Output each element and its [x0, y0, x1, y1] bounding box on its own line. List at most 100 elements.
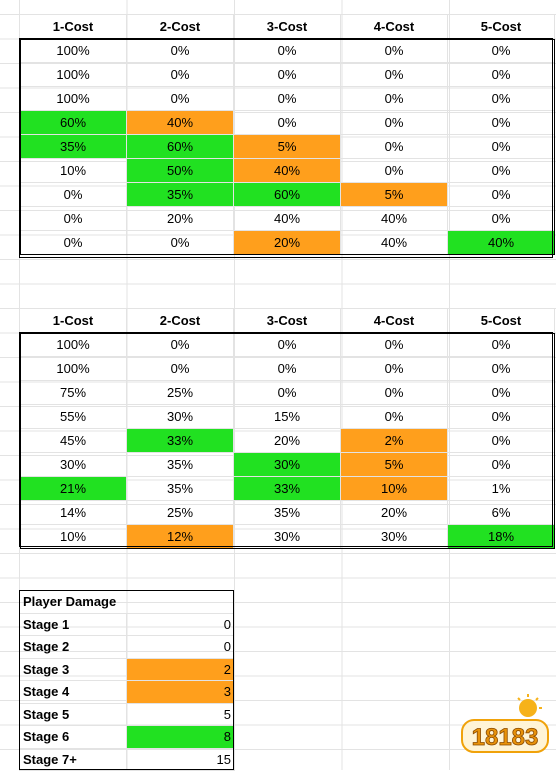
header-1-cost[interactable]: 1-Cost — [19, 308, 127, 333]
cell-4-cost[interactable]: 5% — [340, 452, 448, 477]
cell-4-cost[interactable]: 0% — [340, 380, 448, 405]
cell-5-cost[interactable]: 0% — [447, 38, 555, 63]
stage-damage-value[interactable]: 8 — [126, 725, 235, 749]
cell-4-cost[interactable]: 20% — [340, 500, 448, 525]
stage-label[interactable]: Stage 3 — [19, 657, 127, 681]
cell-2-cost[interactable]: 35% — [126, 476, 234, 501]
header-2-cost[interactable]: 2-Cost — [126, 14, 234, 39]
cell-4-cost[interactable]: 0% — [340, 158, 448, 183]
cell-5-cost[interactable]: 6% — [447, 500, 555, 525]
cell-5-cost[interactable]: 0% — [447, 206, 555, 231]
cell-5-cost[interactable]: 0% — [447, 182, 555, 207]
cell-1-cost[interactable]: 100% — [19, 62, 127, 87]
cell-2-cost[interactable]: 20% — [126, 206, 234, 231]
cell-2-cost[interactable]: 60% — [126, 134, 234, 159]
stage-label[interactable]: Stage 2 — [19, 635, 127, 659]
cell-1-cost[interactable]: 100% — [19, 86, 127, 111]
cell-5-cost[interactable]: 0% — [447, 158, 555, 183]
cell-5-cost[interactable]: 0% — [447, 332, 555, 357]
cell-2-cost[interactable]: 35% — [126, 182, 234, 207]
stage-damage-value[interactable]: 3 — [126, 680, 235, 704]
cell-1-cost[interactable]: 10% — [19, 524, 127, 549]
stage-damage-value[interactable]: 15 — [126, 747, 235, 771]
cell-5-cost[interactable]: 0% — [447, 428, 555, 453]
cell-1-cost[interactable]: 30% — [19, 452, 127, 477]
cell-3-cost[interactable]: 0% — [233, 38, 341, 63]
stage-label[interactable]: Stage 5 — [19, 702, 127, 726]
cell-2-cost[interactable]: 0% — [126, 356, 234, 381]
cell-1-cost[interactable]: 100% — [19, 38, 127, 63]
cell-1-cost[interactable]: 10% — [19, 158, 127, 183]
cell-2-cost[interactable]: 0% — [126, 62, 234, 87]
cell-1-cost[interactable]: 0% — [19, 182, 127, 207]
cell-1-cost[interactable]: 21% — [19, 476, 127, 501]
cell-2-cost[interactable]: 25% — [126, 500, 234, 525]
cell-5-cost[interactable]: 0% — [447, 86, 555, 111]
cell-5-cost[interactable]: 18% — [447, 524, 555, 549]
cell-4-cost[interactable]: 0% — [340, 356, 448, 381]
cell-4-cost[interactable]: 0% — [340, 38, 448, 63]
header-2-cost[interactable]: 2-Cost — [126, 308, 234, 333]
cell-3-cost[interactable]: 0% — [233, 86, 341, 111]
cell-2-cost[interactable]: 0% — [126, 86, 234, 111]
player-damage-title[interactable]: Player Damage — [19, 590, 235, 614]
cell-3-cost[interactable]: 33% — [233, 476, 341, 501]
stage-damage-value[interactable]: 0 — [126, 635, 235, 659]
cell-2-cost[interactable]: 25% — [126, 380, 234, 405]
cell-4-cost[interactable]: 0% — [340, 110, 448, 135]
stage-damage-value[interactable]: 5 — [126, 702, 235, 726]
cell-4-cost[interactable]: 0% — [340, 332, 448, 357]
cell-2-cost[interactable]: 0% — [126, 332, 234, 357]
cell-4-cost[interactable]: 40% — [340, 230, 448, 255]
cell-3-cost[interactable]: 30% — [233, 524, 341, 549]
cell-4-cost[interactable]: 5% — [340, 182, 448, 207]
header-3-cost[interactable]: 3-Cost — [233, 308, 341, 333]
cell-1-cost[interactable]: 100% — [19, 332, 127, 357]
cell-4-cost[interactable]: 0% — [340, 134, 448, 159]
header-1-cost[interactable]: 1-Cost — [19, 14, 127, 39]
cell-4-cost[interactable]: 2% — [340, 428, 448, 453]
cell-4-cost[interactable]: 0% — [340, 404, 448, 429]
cell-5-cost[interactable]: 0% — [447, 134, 555, 159]
cell-4-cost[interactable]: 30% — [340, 524, 448, 549]
cell-2-cost[interactable]: 30% — [126, 404, 234, 429]
stage-label[interactable]: Stage 4 — [19, 680, 127, 704]
cell-2-cost[interactable]: 35% — [126, 452, 234, 477]
cell-4-cost[interactable]: 10% — [340, 476, 448, 501]
stage-damage-value[interactable]: 0 — [126, 612, 235, 636]
cell-5-cost[interactable]: 40% — [447, 230, 555, 255]
cell-3-cost[interactable]: 30% — [233, 452, 341, 477]
cell-3-cost[interactable]: 0% — [233, 380, 341, 405]
cell-1-cost[interactable]: 55% — [19, 404, 127, 429]
cell-2-cost[interactable]: 40% — [126, 110, 234, 135]
cell-3-cost[interactable]: 40% — [233, 158, 341, 183]
cell-1-cost[interactable]: 0% — [19, 206, 127, 231]
cell-3-cost[interactable]: 5% — [233, 134, 341, 159]
cell-1-cost[interactable]: 35% — [19, 134, 127, 159]
cell-1-cost[interactable]: 0% — [19, 230, 127, 255]
cell-4-cost[interactable]: 0% — [340, 86, 448, 111]
cell-5-cost[interactable]: 0% — [447, 404, 555, 429]
cell-3-cost[interactable]: 15% — [233, 404, 341, 429]
cell-2-cost[interactable]: 0% — [126, 38, 234, 63]
cell-3-cost[interactable]: 20% — [233, 230, 341, 255]
cell-3-cost[interactable]: 60% — [233, 182, 341, 207]
cell-3-cost[interactable]: 0% — [233, 332, 341, 357]
cell-1-cost[interactable]: 14% — [19, 500, 127, 525]
cell-1-cost[interactable]: 45% — [19, 428, 127, 453]
header-3-cost[interactable]: 3-Cost — [233, 14, 341, 39]
cell-3-cost[interactable]: 0% — [233, 62, 341, 87]
cell-5-cost[interactable]: 0% — [447, 380, 555, 405]
cell-5-cost[interactable]: 0% — [447, 356, 555, 381]
header-4-cost[interactable]: 4-Cost — [340, 308, 448, 333]
stage-damage-value[interactable]: 2 — [126, 657, 235, 681]
cell-5-cost[interactable]: 1% — [447, 476, 555, 501]
cell-4-cost[interactable]: 0% — [340, 62, 448, 87]
cell-2-cost[interactable]: 50% — [126, 158, 234, 183]
cell-2-cost[interactable]: 0% — [126, 230, 234, 255]
header-4-cost[interactable]: 4-Cost — [340, 14, 448, 39]
cell-3-cost[interactable]: 35% — [233, 500, 341, 525]
cell-3-cost[interactable]: 0% — [233, 110, 341, 135]
cell-5-cost[interactable]: 0% — [447, 452, 555, 477]
cell-5-cost[interactable]: 0% — [447, 62, 555, 87]
